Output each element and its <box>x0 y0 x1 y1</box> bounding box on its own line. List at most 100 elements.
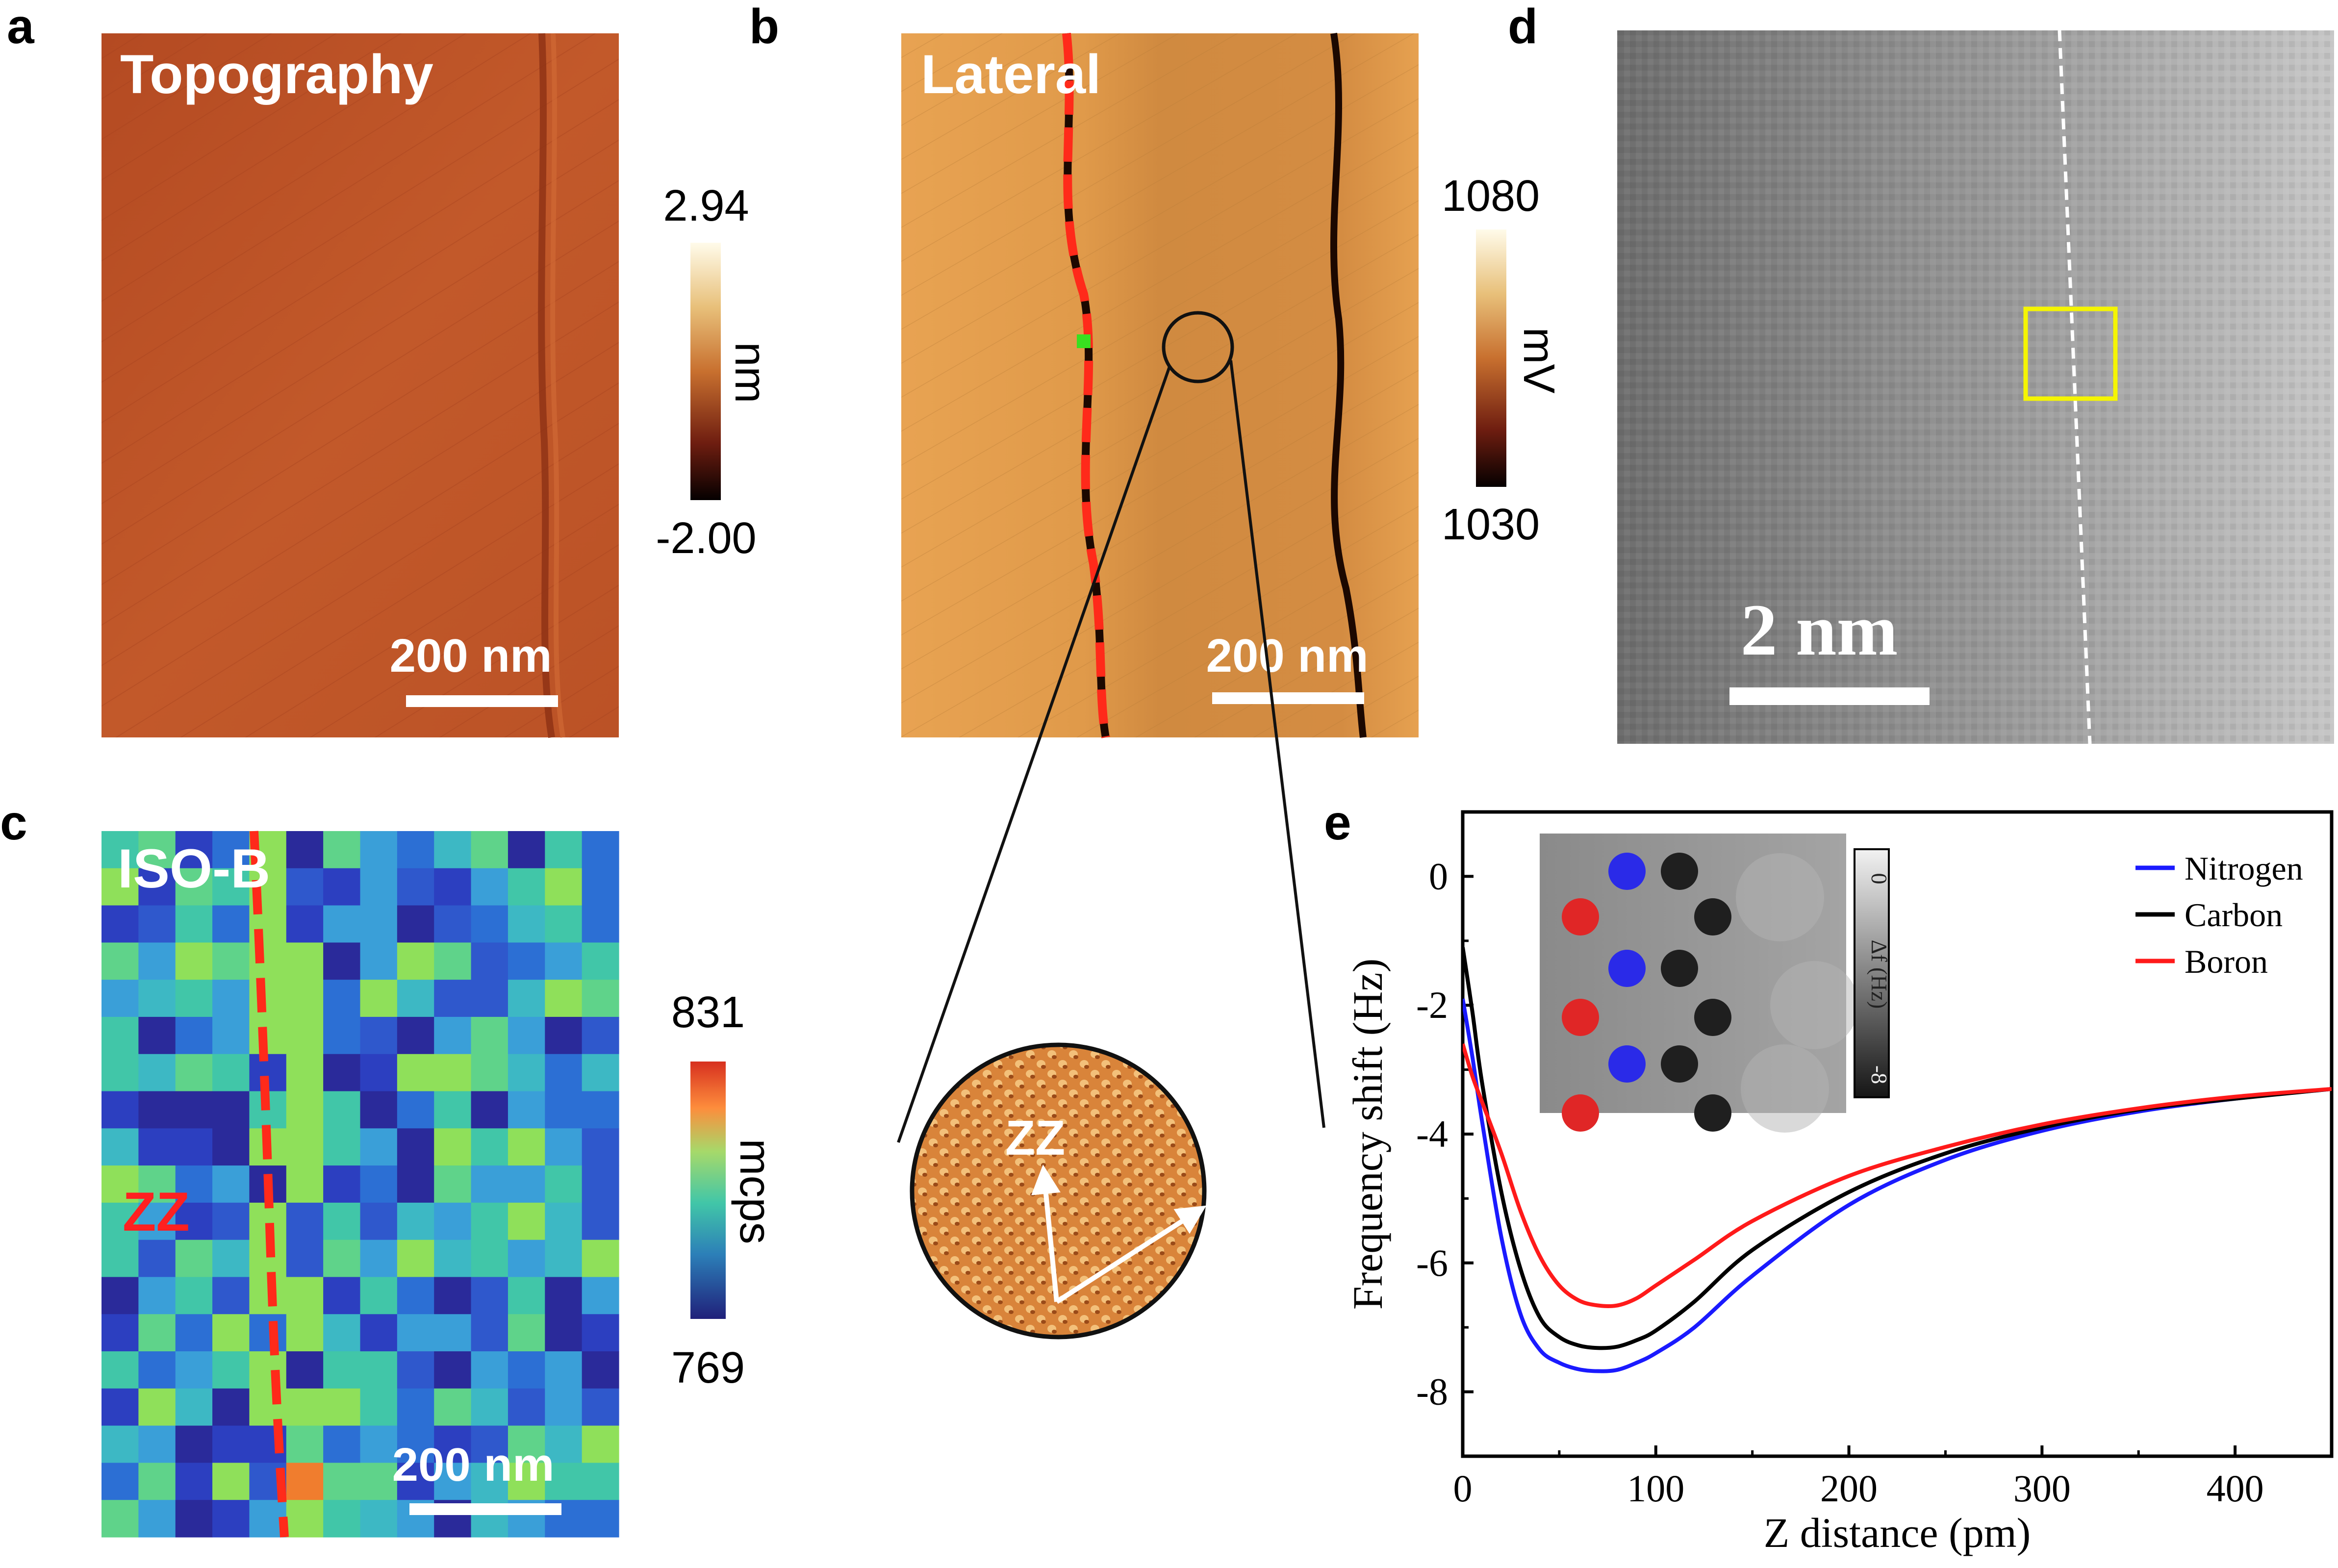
iso-b-pixel <box>323 1054 361 1092</box>
inset-atom-nitrogen <box>1608 950 1646 987</box>
iso-b-pixel <box>508 1202 545 1240</box>
zoom-line-right <box>1229 360 1325 1128</box>
iso-b-pixel <box>102 980 139 1017</box>
frequency-shift-chart: 0 100 200 300 400 0 -2 -4 -6 -8 Z distance (pm) Fre… <box>1344 810 2334 1556</box>
iso-b-pixel <box>545 1091 583 1129</box>
iso-b-pixel <box>323 1202 361 1240</box>
iso-b-colorbar-unit: mcps <box>731 1138 780 1244</box>
iso-b-pixel <box>286 868 324 906</box>
iso-b-pixel <box>545 1463 583 1500</box>
iso-b-pixel <box>508 1016 545 1055</box>
iso-b-pixel <box>138 1463 176 1500</box>
iso-b-pixel <box>545 1054 583 1092</box>
iso-b-pixel <box>138 942 176 980</box>
iso-b-pixel <box>434 1016 472 1055</box>
series-line-carbon <box>1463 947 2332 1350</box>
iso-b-pixel <box>360 831 398 869</box>
lateral-green-marker <box>1077 334 1091 348</box>
legend-label-carbon: Carbon <box>2185 896 2283 934</box>
topography-step-edge <box>538 33 555 738</box>
iso-b-pixel <box>508 1425 545 1464</box>
iso-b-pixel <box>212 1314 250 1352</box>
iso-b-pixel <box>138 1425 176 1464</box>
iso-b-pixel <box>471 1277 508 1315</box>
legend-label-boron: Boron <box>2185 943 2268 980</box>
iso-b-pixel <box>175 1388 213 1426</box>
iso-b-pixel <box>360 1016 398 1055</box>
iso-b-pixel <box>434 1314 472 1352</box>
iso-b-pixel <box>508 1239 545 1278</box>
lateral-colorbar <box>1476 229 1506 487</box>
zz-arrow-right <box>1055 1205 1207 1304</box>
iso-b-pixel <box>323 1500 361 1538</box>
iso-b-pixel <box>212 1425 250 1464</box>
iso-b-pixel <box>138 1202 176 1240</box>
y-tick-label: -6 <box>1416 1241 1448 1284</box>
iso-b-pixel <box>397 980 434 1017</box>
panel-a-letter: a <box>7 0 35 54</box>
panel-a: a Topography 200 nm 2.94 -2.00 nm <box>7 0 775 738</box>
panel-d-scalebar <box>1729 687 1930 705</box>
iso-b-pixel <box>471 1054 508 1092</box>
iso-b-pixel <box>102 1314 139 1352</box>
iso-b-pixel <box>545 1425 583 1464</box>
iso-b-pixel <box>286 1202 324 1240</box>
panel-e: e 0 100 200 300 400 0 -2 -4 -6 -8 Z distance (pm) F… <box>1324 795 2334 1556</box>
panel-c-scalebar <box>409 1503 561 1515</box>
iso-b-pixel <box>508 1351 545 1389</box>
iso-b-pixel <box>102 831 139 869</box>
iso-b-pixel <box>138 1388 176 1426</box>
iso-b-pixel <box>471 1425 508 1464</box>
iso-b-pixel <box>175 1277 213 1315</box>
iso-b-pixel <box>323 1016 361 1055</box>
panel-b-title: Lateral <box>921 44 1101 105</box>
iso-b-pixel <box>175 942 213 980</box>
iso-b-pixel <box>434 980 472 1017</box>
inset-atom-carbon <box>1694 898 1731 936</box>
iso-b-pixel <box>102 1054 139 1092</box>
iso-b-pixel <box>582 1463 619 1500</box>
topography-colorbar-max: 2.94 <box>663 181 749 230</box>
iso-b-pixel <box>212 831 250 869</box>
iso-b-pixel <box>323 1277 361 1315</box>
iso-b-pixel <box>582 1091 619 1129</box>
iso-b-pixel <box>323 1314 361 1352</box>
iso-b-pixel <box>212 1202 250 1240</box>
iso-b-pixel <box>360 1165 398 1203</box>
iso-b-pixel <box>471 905 508 943</box>
panel-d-letter: d <box>1508 0 1538 54</box>
iso-b-pixel <box>434 905 472 943</box>
iso-b-pixel <box>138 1128 176 1166</box>
iso-b-pixel <box>471 1239 508 1278</box>
iso-b-pixel <box>471 1314 508 1352</box>
iso-b-pixel <box>397 1388 434 1426</box>
iso-b-pixel <box>102 905 139 943</box>
panel-a-title: Topography <box>120 44 433 105</box>
iso-b-pixel <box>471 942 508 980</box>
iso-b-pixel <box>360 980 398 1017</box>
iso-b-pixel <box>360 1128 398 1166</box>
inset-colorbar <box>1854 848 1890 1098</box>
iso-b-pixel <box>582 942 619 980</box>
iso-b-pixel <box>397 1351 434 1389</box>
iso-b-pixel <box>286 1314 324 1352</box>
inset-contrast-blob <box>1770 961 1858 1049</box>
iso-b-pixel <box>286 942 324 980</box>
iso-b-pixel <box>360 942 398 980</box>
x-tick-label: 200 <box>1820 1467 1878 1510</box>
y-tick-label: -4 <box>1416 1113 1448 1155</box>
iso-b-pixel <box>545 980 583 1017</box>
lateral-zoom-circle <box>1162 311 1234 383</box>
iso-b-colorbar-max: 831 <box>671 988 745 1037</box>
iso-b-colorbar-min: 769 <box>671 1343 745 1392</box>
panel-d: d 2 nm <box>1508 0 2334 744</box>
series-line-nitrogen <box>1463 998 2332 1373</box>
zz-label-up: ZZ <box>1005 1111 1065 1165</box>
iso-b-pixel <box>175 980 213 1017</box>
iso-b-pixel <box>138 1351 176 1389</box>
iso-b-colorbar <box>690 1062 726 1319</box>
iso-b-pixel <box>286 1091 324 1129</box>
iso-b-pixel <box>360 1500 398 1538</box>
iso-b-pixel <box>582 1202 619 1240</box>
iso-b-pixel <box>286 1463 324 1500</box>
